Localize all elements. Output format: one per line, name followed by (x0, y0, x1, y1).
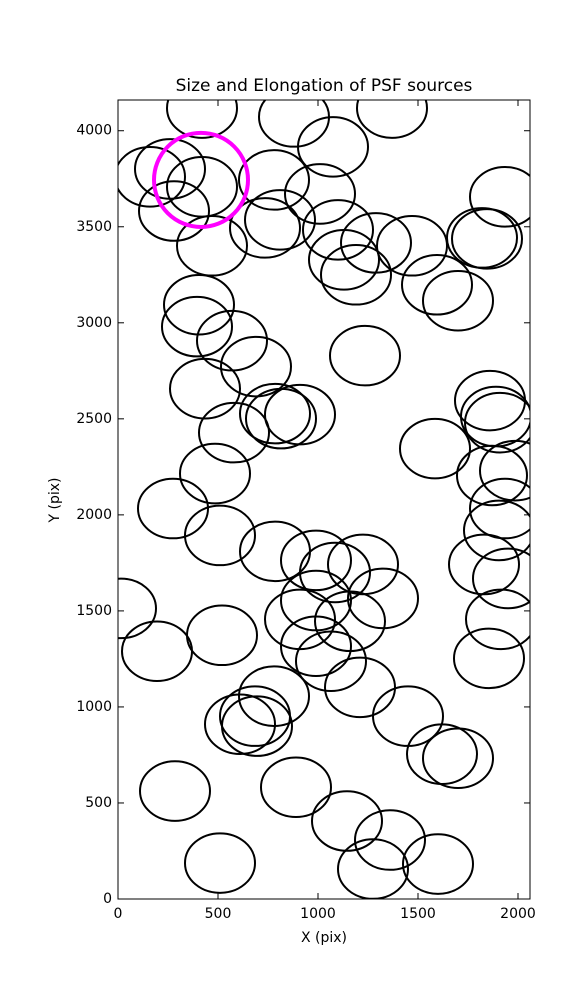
x-axis-label: X (pix) (301, 930, 347, 946)
psf-ellipse (402, 833, 474, 895)
psf-ellipse (121, 620, 193, 683)
psf-ellipse (176, 215, 248, 277)
psf-ellipse (302, 199, 374, 261)
psf-ellipse (329, 324, 401, 387)
psf-ellipse (406, 723, 478, 785)
y-tick-label: 0 (103, 891, 112, 907)
x-tick-label: 0 (114, 906, 123, 922)
psf-ellipse (401, 253, 473, 316)
y-tick-label: 2000 (76, 507, 112, 523)
psf-ellipse (463, 499, 530, 562)
psf-ellipse (204, 693, 276, 755)
psf-ellipse (166, 100, 238, 139)
plot-area (118, 100, 530, 899)
psf-ellipse (472, 547, 530, 610)
psf-ellipse (264, 383, 336, 446)
psf-ellipse (356, 100, 428, 139)
psf-ellipse (198, 401, 270, 464)
y-axis-label: Y (pix) (47, 478, 63, 524)
psf-ellipse (469, 166, 530, 228)
psf-ellipse (118, 577, 157, 640)
psf-ellipse (311, 790, 383, 852)
psf-ellipse (221, 695, 293, 757)
psf-ellipse (186, 604, 258, 667)
psf-ellipse (453, 627, 525, 690)
psf-ellipse (166, 156, 238, 218)
psf-ellipse (324, 656, 396, 719)
psf-ellipse (179, 442, 251, 505)
x-tick-label: 500 (205, 906, 232, 922)
psf-ellipse (399, 417, 471, 480)
y-tick-label: 3000 (76, 315, 112, 331)
psf-ellipse (138, 180, 210, 242)
y-tick-label: 500 (85, 795, 112, 811)
psf-ellipse (451, 208, 523, 270)
psf-ellipse (137, 477, 209, 540)
psf-ellipse (184, 832, 256, 894)
psf-ellipse (354, 809, 426, 871)
psf-ellipse (280, 529, 352, 592)
psf-ellipse (422, 727, 494, 789)
psf-ellipse (134, 138, 206, 200)
psf-ellipse (169, 357, 241, 420)
psf-ellipse (238, 149, 310, 211)
psf-ellipse (479, 439, 530, 502)
psf-ellipse (260, 756, 332, 818)
psf-ellipse (239, 382, 311, 445)
psf-ellipse (456, 444, 528, 507)
y-tick-label: 3500 (76, 219, 112, 235)
psf-ellipse (295, 630, 367, 692)
psf-ellipse (422, 269, 494, 332)
psf-ellipse (118, 146, 186, 208)
psf-ellipse (446, 207, 518, 269)
plot-frame (117, 99, 531, 900)
y-tick-label: 4000 (76, 123, 112, 139)
psf-ellipse (163, 273, 235, 336)
psf-ellipse (469, 477, 530, 540)
psf-ellipse (464, 391, 530, 454)
y-tick-label: 1000 (76, 699, 112, 715)
psf-ellipse (258, 100, 330, 148)
psf-ellipse (220, 335, 292, 398)
x-tick-label: 1000 (300, 906, 336, 922)
psf-ellipse (340, 212, 412, 274)
psf-ellipse (184, 504, 256, 567)
y-tick-label: 2500 (76, 411, 112, 427)
psf-ellipse (376, 215, 448, 277)
psf-ellipse (448, 533, 520, 596)
highlight-circle (152, 130, 250, 229)
x-tick-label: 1500 (400, 906, 436, 922)
psf-ellipse (320, 244, 392, 306)
psf-ellipse (284, 163, 356, 225)
psf-ellipse (229, 197, 301, 259)
y-tick-label: 1500 (76, 603, 112, 619)
psf-ellipse (280, 615, 352, 678)
psf-ellipse (347, 567, 419, 630)
x-tick-label: 2000 (500, 906, 536, 922)
chart-title: Size and Elongation of PSF sources (176, 76, 473, 96)
psf-ellipse (299, 541, 371, 604)
psf-ellipse (327, 533, 399, 596)
psf-ellipse (161, 295, 233, 358)
psf-ellipse (139, 760, 211, 822)
psf-ellipse (297, 116, 369, 178)
psf-ellipse (465, 588, 530, 651)
psf-ellipse (244, 189, 316, 251)
